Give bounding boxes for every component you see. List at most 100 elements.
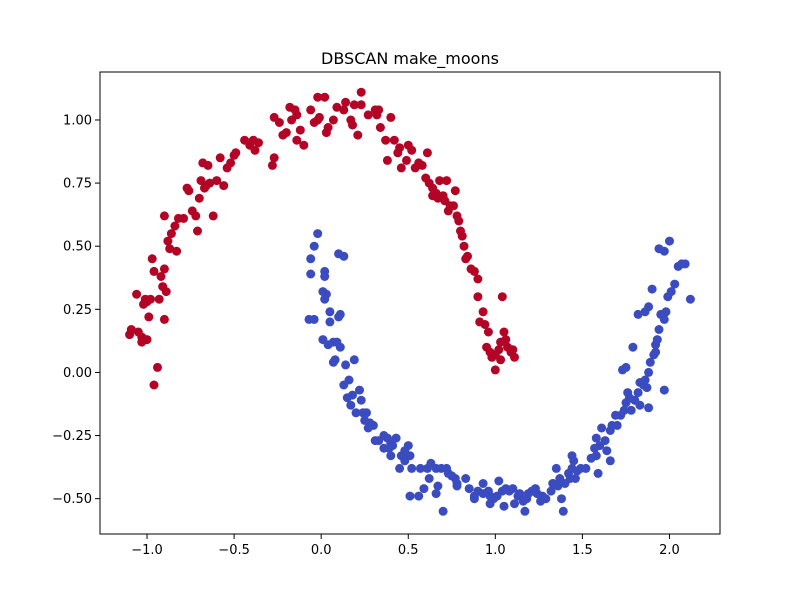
data-point-cluster-0 — [153, 362, 162, 372]
data-point-cluster-0 — [510, 352, 519, 362]
data-point-cluster-1 — [433, 481, 443, 491]
data-point-cluster-0 — [323, 123, 333, 132]
data-point-cluster-0 — [212, 176, 222, 186]
data-point-cluster-1 — [659, 385, 669, 395]
data-point-cluster-0 — [166, 229, 176, 239]
y-tick-label: 0.25 — [63, 303, 92, 318]
data-point-cluster-1 — [325, 317, 335, 327]
data-point-cluster-1 — [306, 254, 316, 264]
data-point-cluster-0 — [483, 327, 493, 337]
data-point-cluster-0 — [402, 155, 411, 165]
data-point-cluster-0 — [269, 153, 279, 163]
data-point-cluster-1 — [321, 289, 331, 299]
data-point-cluster-1 — [335, 342, 345, 352]
data-point-cluster-1 — [335, 309, 345, 319]
data-point-cluster-0 — [281, 128, 291, 138]
data-point-cluster-1 — [325, 307, 335, 317]
data-point-cluster-1 — [405, 491, 415, 501]
data-point-cluster-1 — [569, 456, 579, 466]
data-point-cluster-0 — [159, 314, 169, 324]
data-point-cluster-1 — [356, 395, 366, 405]
data-point-cluster-1 — [651, 347, 661, 357]
data-point-cluster-0 — [126, 325, 136, 334]
data-point-cluster-0 — [215, 153, 225, 163]
data-point-cluster-0 — [142, 335, 152, 345]
data-point-cluster-1 — [640, 307, 650, 317]
y-axis: −0.50 −0.25 0.00 0.25 0.50 0.75 1.00 — [52, 113, 100, 507]
data-point-cluster-1 — [438, 506, 448, 516]
data-point-cluster-0 — [172, 246, 182, 256]
data-point-cluster-1 — [478, 489, 488, 499]
data-point-cluster-1 — [557, 494, 566, 504]
data-point-cluster-1 — [530, 484, 540, 494]
data-point-cluster-0 — [450, 186, 460, 196]
data-point-cluster-0 — [341, 97, 351, 107]
data-point-cluster-0 — [389, 135, 399, 145]
data-point-cluster-1 — [633, 388, 643, 398]
data-point-cluster-1 — [628, 342, 638, 352]
data-point-cluster-1 — [630, 395, 640, 405]
data-point-cluster-1 — [645, 357, 655, 367]
data-point-cluster-1 — [309, 314, 319, 324]
data-point-cluster-0 — [490, 365, 500, 375]
data-point-cluster-1 — [680, 259, 690, 269]
data-point-cluster-1 — [612, 420, 622, 430]
data-point-cluster-1 — [654, 244, 664, 254]
data-point-cluster-0 — [443, 206, 453, 216]
data-point-cluster-0 — [463, 251, 472, 261]
data-point-cluster-0 — [457, 231, 467, 241]
data-point-cluster-1 — [670, 279, 680, 289]
data-point-cluster-0 — [144, 312, 154, 322]
data-point-cluster-1 — [665, 236, 674, 246]
data-point-cluster-0 — [205, 178, 215, 188]
data-point-cluster-0 — [179, 213, 189, 223]
data-point-cluster-1 — [548, 479, 558, 488]
data-point-cluster-1 — [661, 307, 671, 317]
data-point-cluster-0 — [149, 266, 159, 276]
data-point-cluster-0 — [386, 112, 396, 122]
data-point-cluster-0 — [452, 211, 462, 221]
x-tick-label: 0.5 — [398, 543, 419, 558]
data-point-cluster-0 — [353, 130, 363, 140]
data-point-cluster-1 — [469, 491, 479, 501]
data-point-cluster-0 — [193, 226, 202, 236]
y-tick-label: 0.00 — [63, 366, 92, 381]
data-point-cluster-0 — [231, 148, 241, 158]
data-point-cluster-0 — [459, 241, 469, 251]
data-point-cluster-0 — [146, 294, 155, 304]
data-point-cluster-1 — [362, 408, 371, 418]
data-point-cluster-0 — [480, 320, 490, 329]
data-point-cluster-0 — [299, 140, 309, 150]
data-point-cluster-1 — [400, 456, 410, 466]
y-tick-label: −0.25 — [52, 429, 92, 444]
x-tick-label: −1.0 — [131, 543, 163, 558]
data-point-cluster-0 — [274, 118, 284, 127]
data-point-cluster-0 — [469, 266, 479, 276]
data-point-cluster-1 — [415, 463, 425, 473]
x-tick-label: 1.0 — [485, 543, 506, 558]
data-point-cluster-0 — [499, 327, 509, 337]
data-point-cluster-1 — [666, 287, 676, 297]
data-point-cluster-1 — [419, 484, 429, 494]
data-point-cluster-1 — [591, 451, 601, 461]
data-point-cluster-1 — [640, 375, 650, 385]
data-point-cluster-0 — [375, 123, 385, 132]
data-point-cluster-1 — [403, 441, 413, 451]
data-point-cluster-0 — [328, 115, 338, 125]
data-point-cluster-1 — [320, 272, 330, 281]
data-point-cluster-1 — [618, 365, 627, 375]
data-point-cluster-1 — [461, 474, 471, 483]
data-point-cluster-0 — [163, 236, 173, 246]
data-point-cluster-1 — [328, 357, 338, 367]
data-point-cluster-1 — [508, 484, 518, 494]
data-point-cluster-0 — [203, 160, 213, 170]
data-point-cluster-0 — [339, 105, 349, 115]
data-point-cluster-1 — [355, 385, 364, 395]
data-point-cluster-0 — [165, 244, 175, 254]
data-point-cluster-0 — [295, 125, 305, 135]
data-point-cluster-0 — [306, 105, 316, 115]
data-point-cluster-1 — [602, 446, 612, 456]
data-point-cluster-0 — [191, 211, 201, 221]
data-point-cluster-0 — [508, 345, 518, 355]
data-point-cluster-0 — [320, 92, 330, 102]
